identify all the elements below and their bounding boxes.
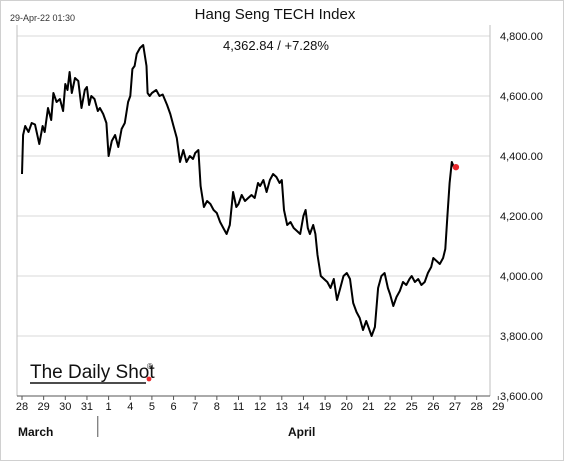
x-tick-label: 12: [254, 401, 266, 413]
watermark: The Daily Shot ®: [30, 362, 155, 384]
x-tick-label: 8: [214, 401, 220, 413]
x-tick-label: 7: [192, 401, 198, 413]
last-point-marker: [452, 163, 460, 171]
x-tick-label: 1: [106, 401, 112, 413]
x-tick-label: 5: [149, 401, 155, 413]
y-tick-label: 3,800.00: [500, 331, 543, 343]
x-tick-label: 4: [127, 401, 133, 413]
y-tick-label: 3,600.00: [500, 391, 543, 403]
series-line: [21, 44, 455, 337]
y-axis: 3,600.00 3,800.00 4,000.00 4,200.00 4,400.00…: [500, 31, 543, 403]
x-tick-label: 19: [319, 401, 331, 413]
x-tick-label: 6: [170, 401, 176, 413]
x-tick-label: 29: [38, 401, 50, 413]
x-tick-label: 30: [59, 401, 71, 413]
month-label-march: March: [18, 425, 53, 439]
x-tick-label: 21: [362, 401, 374, 413]
chart-title: Hang Seng TECH Index: [195, 6, 356, 23]
x-tick-label: 25: [406, 401, 418, 413]
month-label-april: April: [288, 425, 315, 439]
x-axis: 28 29 30 31 1 4 5 6 7 8 11 12 13 14 19 20 21 22 25 26 27 28 29…: [16, 395, 504, 439]
x-tick-label: 22: [384, 401, 396, 413]
y-tick-label: 4,000.00: [500, 271, 543, 283]
x-tick-label: 28: [16, 401, 28, 413]
x-tick-label: 11: [233, 401, 244, 413]
y-tick-label: 4,400.00: [500, 151, 543, 163]
watermark-dot-icon: [146, 376, 152, 382]
y-tick-label: 4,800.00: [500, 31, 543, 43]
watermark-text: The Daily Shot: [30, 362, 155, 383]
x-tick-label: 31: [81, 401, 93, 413]
x-tick-label: 28: [471, 401, 483, 413]
watermark-mark: ®: [147, 362, 153, 371]
last-value-label: 4,362.84 / +7.28%: [223, 38, 329, 53]
chart-timestamp: 29-Apr-22 01:30: [10, 13, 75, 23]
x-tick-label: 26: [427, 401, 439, 413]
y-tick-label: 4,600.00: [500, 91, 543, 103]
x-tick-label: 29: [492, 401, 504, 413]
gridlines: [16, 25, 491, 396]
y-tick-label: 4,200.00: [500, 211, 543, 223]
x-tick-label: 13: [276, 401, 288, 413]
x-tick-label: 14: [297, 401, 309, 413]
x-tick-label: 27: [449, 401, 461, 413]
x-tick-label: 20: [341, 401, 353, 413]
